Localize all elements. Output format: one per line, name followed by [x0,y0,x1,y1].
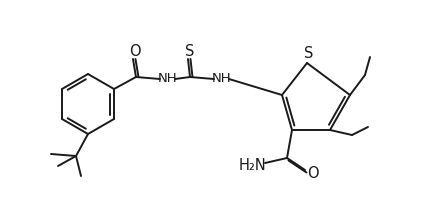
Text: NH: NH [158,71,178,85]
Text: S: S [185,43,195,59]
Text: O: O [307,166,319,180]
Text: O: O [129,43,141,59]
Text: NH: NH [212,71,232,85]
Text: S: S [304,46,314,61]
Text: H₂N: H₂N [239,159,267,173]
